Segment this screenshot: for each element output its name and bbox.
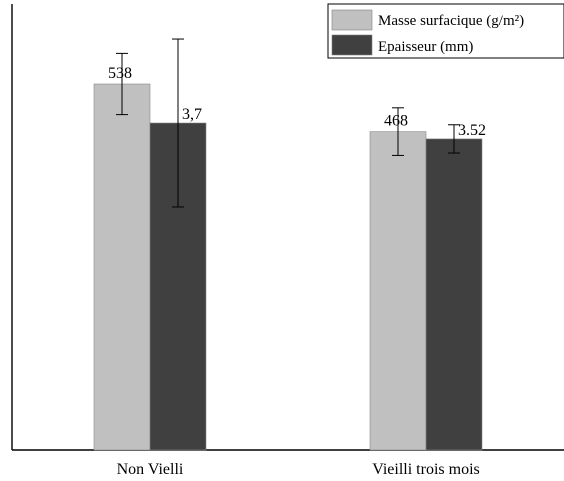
bar-epaisseur-vieilli-trois-mois [425, 138, 483, 451]
legend: Masse surfacique (g/m²) Epaisseur (mm) [327, 3, 564, 59]
bar-masse-surfacique-non-vielli [93, 83, 151, 451]
data-label-group: 538 3,7 468 3.52 [108, 65, 486, 139]
legend-swatch-epaisseur [331, 34, 373, 56]
error-bar-group [116, 38, 460, 208]
x-tick-label-non-vielli: Non Vielli [117, 461, 184, 478]
data-label-epaisseur-vieilli-trois-mois: 3.52 [458, 122, 486, 139]
bar-group [93, 83, 483, 451]
bar-masse-surfacique-vieilli-trois-mois [369, 131, 427, 451]
x-tick-label-vieilli-trois-mois: Vieilli trois mois [372, 461, 479, 478]
x-axis-ticks: Non Vielli Vieilli trois mois [117, 461, 480, 478]
data-label-epaisseur-non-vielli: 3,7 [182, 106, 202, 123]
legend-swatch-masse-surfacique [331, 9, 373, 31]
legend-label-masse-surfacique: Masse surfacique (g/m²) [378, 13, 524, 29]
data-label-masse-surfacique-non-vielli: 538 [108, 65, 132, 82]
data-label-masse-surfacique-vieilli-trois-mois: 468 [384, 113, 408, 130]
legend-label-epaisseur: Epaisseur (mm) [378, 39, 473, 55]
